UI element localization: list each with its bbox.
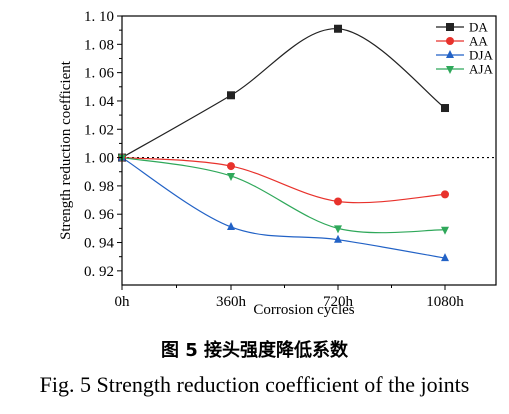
series-line-aa (121, 156, 446, 204)
x-tick-label: 0h (115, 294, 131, 310)
data-point-aja (441, 226, 449, 235)
y-tick-label: 1. 08 (84, 37, 114, 53)
y-tick-label: 1. 02 (84, 122, 114, 138)
y-tick-label: 1. 04 (84, 94, 115, 110)
data-point-aja (334, 225, 342, 234)
data-point-da (441, 104, 449, 113)
series-line-da (121, 28, 446, 159)
marker-layer (118, 24, 449, 262)
figure-caption-chinese: 图 5 接头强度降低系数 (160, 340, 349, 361)
y-tick-label: 1. 06 (84, 66, 115, 82)
data-point-aja (227, 172, 235, 181)
legend-marker-dja (446, 50, 454, 58)
series-line-dja (121, 157, 446, 259)
data-point-dja (441, 253, 449, 262)
plot-frame (121, 15, 497, 286)
axis-layer: 0. 92 0. 94 0. 96 0. 98 1. 00 1. 02 1. 04 1. 06… (58, 9, 497, 318)
data-point-aa (227, 162, 235, 171)
y-tick-label: 0. 98 (84, 179, 114, 195)
strength-chart: 0. 92 0. 94 0. 96 0. 98 1. 00 1. 02 1. 04 1. 06… (58, 9, 497, 318)
x-tick-label: 360h (216, 294, 247, 310)
data-point-dja (227, 221, 235, 230)
legend-label-dja: DJA (469, 48, 493, 63)
figure-caption-english: Fig. 5 Strength reduction coefficient of… (39, 372, 470, 397)
data-point-aa (334, 197, 342, 206)
x-tick-label: 720h (323, 294, 354, 310)
data-point-dja (334, 234, 342, 243)
y-tick-label: 0. 92 (84, 264, 114, 280)
series-line-aja (121, 156, 446, 234)
y-axis-title: Strength reduction coefficient (58, 60, 74, 240)
series-layer (121, 28, 446, 259)
data-point-da (227, 91, 235, 100)
legend-label-aja: AJA (469, 62, 493, 77)
legend-marker-aja (446, 66, 454, 74)
x-axis-title: Corrosion cycles (253, 302, 354, 318)
legend-label-da: DA (469, 20, 488, 35)
data-point-aa (441, 190, 449, 199)
x-tick-label: 1080h (426, 294, 464, 310)
legend-marker-aa (446, 37, 454, 45)
y-tick-label: 0. 96 (84, 207, 115, 223)
legend-label-aa: AA (469, 34, 488, 49)
data-point-da (334, 24, 342, 33)
y-tick-label: 1. 00 (84, 151, 114, 167)
legend-marker-da (446, 23, 454, 31)
y-tick-label: 0. 94 (84, 236, 115, 252)
y-tick-label: 1. 10 (84, 9, 114, 25)
